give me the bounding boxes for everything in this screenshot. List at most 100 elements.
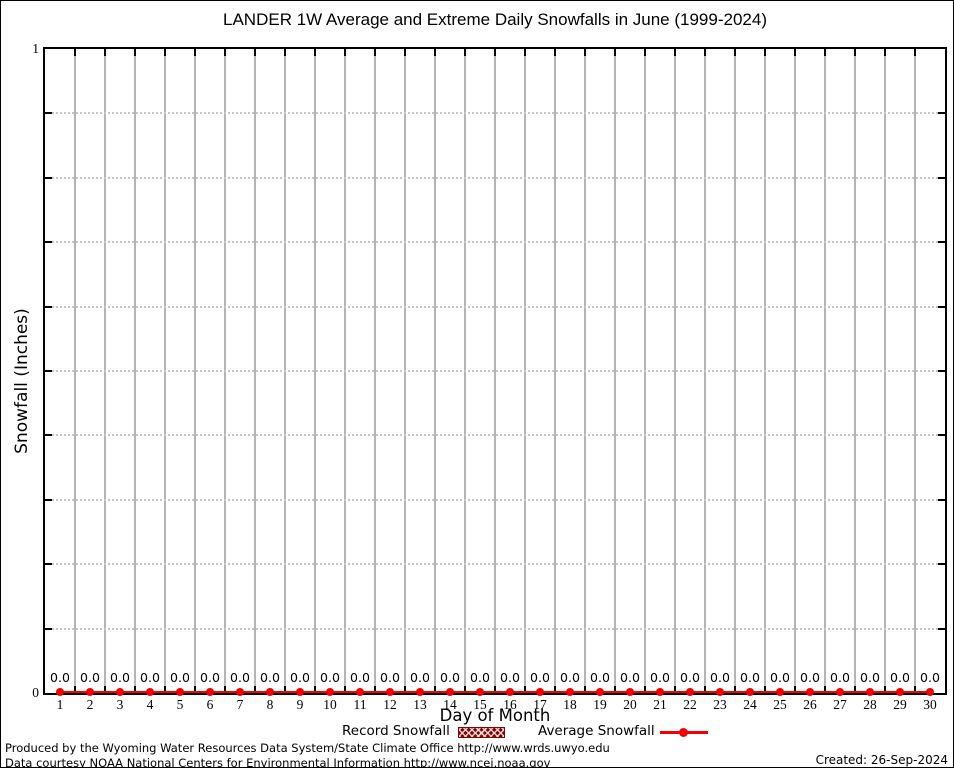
value-label: 0.0 — [350, 670, 370, 685]
x-tick-label: 28 — [863, 697, 877, 712]
footer-producer-text: Produced by the Wyoming Water Resources … — [5, 741, 610, 755]
grid-line-horizontal — [45, 370, 945, 372]
average-snowfall-point — [626, 688, 634, 696]
x-axis-tick-bottom — [404, 686, 406, 693]
x-axis-tick-bottom — [374, 686, 376, 693]
x-axis-tick-top — [404, 49, 406, 56]
x-tick-label: 5 — [176, 697, 184, 712]
x-tick-label: 25 — [773, 697, 787, 712]
x-tick-label: 16 — [503, 697, 517, 712]
x-tick-label: 21 — [653, 697, 667, 712]
y-axis-tick-left — [45, 563, 52, 565]
legend-average-label: Average Snowfall — [538, 723, 655, 739]
x-axis-tick-top — [74, 49, 76, 56]
average-snowfall-point — [866, 688, 874, 696]
x-tick-label: 27 — [833, 697, 847, 712]
chart-title: LANDER 1W Average and Extreme Daily Snow… — [223, 10, 767, 29]
value-label: 0.0 — [500, 670, 520, 685]
x-tick-label: 23 — [713, 697, 727, 712]
average-snowfall-point — [596, 688, 604, 696]
value-label: 0.0 — [560, 670, 580, 685]
x-axis-tick-bottom — [434, 686, 436, 693]
y-axis-tick-right — [938, 370, 945, 372]
x-axis-tick-top — [914, 49, 916, 56]
legend-average-line-sample — [660, 728, 708, 737]
value-label: 0.0 — [920, 670, 940, 685]
x-axis-tick-top — [884, 49, 886, 56]
x-axis-tick-bottom — [554, 686, 556, 693]
y-axis-tick-left — [45, 499, 52, 501]
x-tick-label: 29 — [893, 697, 907, 712]
value-label: 0.0 — [650, 670, 670, 685]
average-snowfall-point — [476, 688, 484, 696]
value-label: 0.0 — [170, 670, 190, 685]
grid-line-horizontal — [45, 177, 945, 179]
x-axis-tick-top — [254, 49, 256, 56]
x-axis-tick-top — [494, 49, 496, 56]
value-label: 0.0 — [890, 670, 910, 685]
x-axis-tick-bottom — [194, 686, 196, 693]
y-axis-tick-left — [45, 241, 52, 243]
value-label: 0.0 — [80, 670, 100, 685]
x-axis-tick-top — [614, 49, 616, 56]
y-tick-label-min: 0 — [32, 685, 39, 700]
value-label: 0.0 — [530, 670, 550, 685]
value-label: 0.0 — [860, 670, 880, 685]
grid-line-horizontal — [45, 306, 945, 308]
x-axis-tick-bottom — [644, 686, 646, 693]
x-tick-label: 2 — [86, 697, 94, 712]
average-snowfall-point — [116, 688, 124, 696]
x-axis-tick-bottom — [614, 686, 616, 693]
x-axis-label: Day of Month — [439, 706, 551, 725]
average-snowfall-point — [416, 688, 424, 696]
grid-line-horizontal — [45, 241, 945, 243]
x-tick-label: 10 — [323, 697, 337, 712]
average-snowfall-point — [536, 688, 544, 696]
x-axis-tick-top — [794, 49, 796, 56]
x-axis-tick-bottom — [704, 686, 706, 693]
x-tick-labels: 1 2 3 4 5 6 7 8 9 10 11 12 13 14 15 16 17 18 19 20 21 22 23 24 2… — [45, 697, 945, 713]
average-snowfall-point — [206, 688, 214, 696]
x-tick-label: 20 — [623, 697, 637, 712]
x-axis-tick-top — [554, 49, 556, 56]
average-snowfall-point — [686, 688, 694, 696]
x-axis-tick-top — [434, 49, 436, 56]
x-axis-tick-top — [854, 49, 856, 56]
y-axis-tick-left — [45, 628, 52, 630]
x-axis-tick-top — [314, 49, 316, 56]
y-axis-tick-right — [938, 241, 945, 243]
x-tick-label: 26 — [803, 697, 817, 712]
value-label: 0.0 — [50, 670, 70, 685]
x-axis-tick-top — [224, 49, 226, 56]
average-snowfall-point — [656, 688, 664, 696]
x-axis-tick-bottom — [914, 686, 916, 693]
x-axis-tick-bottom — [344, 686, 346, 693]
x-tick-label: 19 — [593, 697, 607, 712]
value-label: 0.0 — [200, 670, 220, 685]
x-axis-tick-top — [824, 49, 826, 56]
x-axis-tick-bottom — [674, 686, 676, 693]
value-label: 0.0 — [620, 670, 640, 685]
grid-line-horizontal — [45, 434, 945, 436]
grid-line-horizontal — [45, 112, 945, 114]
x-axis-tick-top — [584, 49, 586, 56]
y-axis-tick-left — [45, 370, 52, 372]
x-tick-label: 11 — [353, 697, 367, 712]
average-snowfall-point — [776, 688, 784, 696]
x-axis-tick-bottom — [854, 686, 856, 693]
y-axis-label: Snowfall (Inches) — [12, 308, 32, 454]
grid-line-horizontal — [45, 563, 945, 565]
y-axis-tick-left — [45, 434, 52, 436]
legend-average-marker-icon — [679, 728, 688, 737]
average-snowfall-point — [386, 688, 394, 696]
x-axis-tick-bottom — [254, 686, 256, 693]
average-snowfall-point — [836, 688, 844, 696]
value-label: 0.0 — [830, 670, 850, 685]
legend-record-label: Record Snowfall — [342, 723, 450, 739]
x-axis-tick-bottom — [584, 686, 586, 693]
y-axis-tick-left — [45, 112, 52, 114]
x-axis-tick-top — [704, 49, 706, 56]
x-tick-label: 17 — [533, 697, 547, 712]
x-tick-label: 3 — [116, 697, 124, 712]
